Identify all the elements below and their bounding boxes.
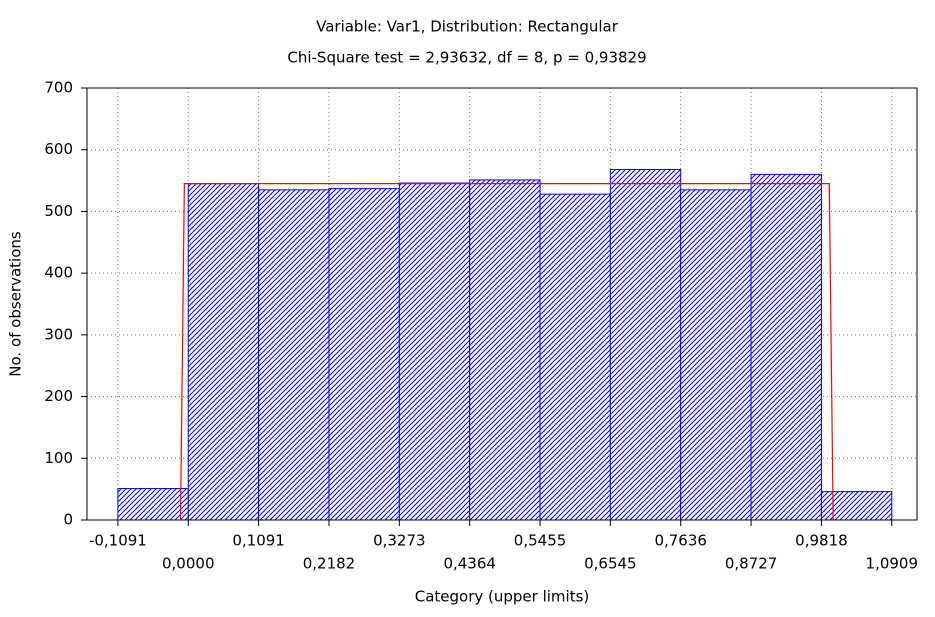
y-tick-label: 500 [44, 202, 73, 220]
bar [750, 173, 822, 521]
bar [680, 189, 752, 521]
x-tick-label: 0,7636 [654, 532, 707, 550]
x-tick-label: 0,0000 [162, 555, 215, 573]
x-tick-label: 1,0909 [866, 555, 919, 573]
x-axis-label: Category (upper limits) [415, 588, 590, 606]
x-tick-label: -0,1091 [89, 532, 147, 550]
bar [539, 193, 611, 521]
y-tick-label: 400 [44, 264, 73, 282]
y-tick-label: 600 [44, 140, 73, 158]
y-tick-label: 300 [44, 325, 73, 343]
x-tick-label: 0,8727 [725, 555, 778, 573]
x-tick-label: 0,6545 [584, 555, 637, 573]
bar [609, 168, 682, 521]
plot-frame [86, 87, 918, 521]
bar [258, 189, 330, 521]
x-tick-label: 0,3273 [373, 532, 426, 550]
y-tick-label: 200 [44, 387, 73, 405]
x-tick-label: 0,4364 [443, 555, 496, 573]
y-axis-label: No. of observations [7, 231, 25, 377]
y-tick-label: 700 [44, 79, 73, 97]
fit-line [179, 183, 834, 521]
bar [820, 491, 893, 521]
bar [117, 488, 189, 521]
bar [398, 182, 471, 521]
bar [187, 183, 260, 521]
y-tick-label: 100 [44, 449, 73, 467]
x-tick-label: 0,1091 [232, 532, 285, 550]
x-tick-label: 0,5455 [514, 532, 567, 550]
chart-subtitle: Chi-Square test = 2,93632, df = 8, p = 0… [287, 49, 646, 67]
bar [469, 179, 541, 521]
bar [328, 188, 400, 521]
x-tick-label: 0,2182 [303, 555, 356, 573]
y-tick-label: 0 [63, 511, 73, 529]
x-tick-label: 0,9818 [795, 532, 848, 550]
chart-title: Variable: Var1, Distribution: Rectangula… [316, 18, 619, 36]
